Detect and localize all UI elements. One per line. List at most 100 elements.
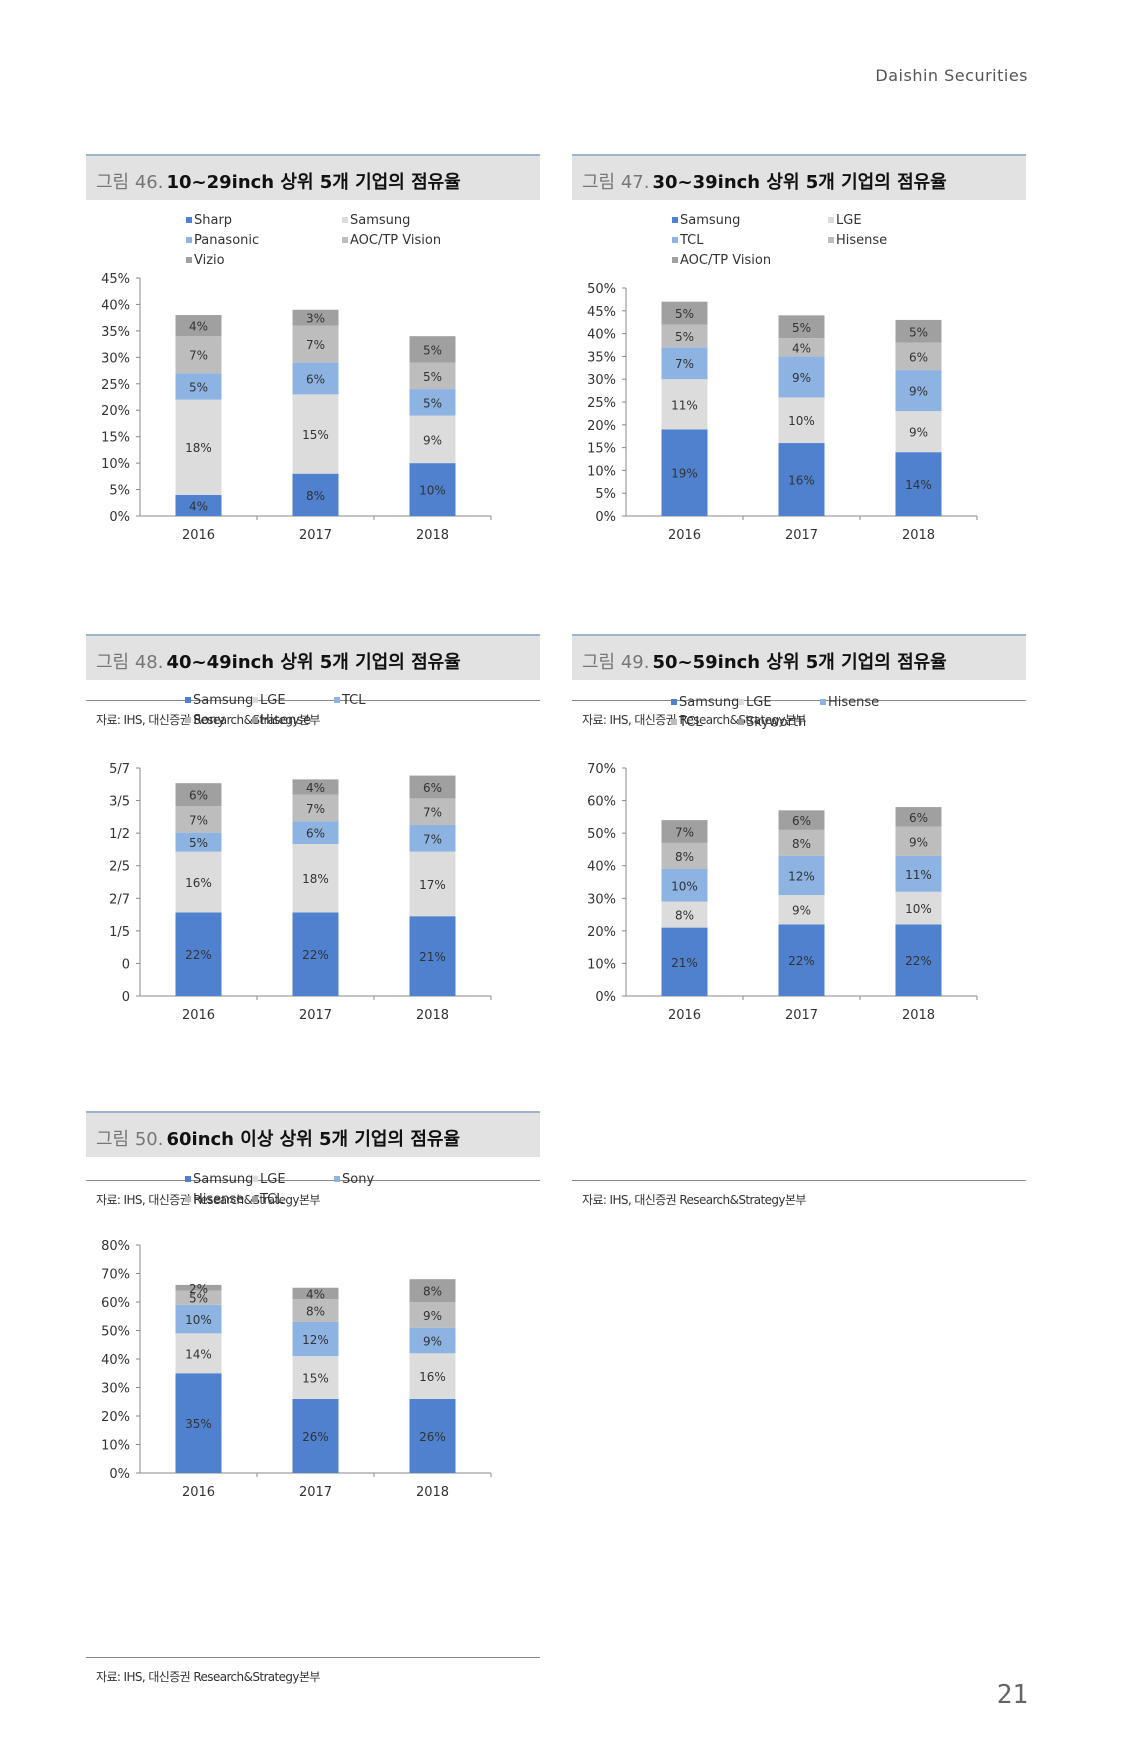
bar-segment — [292, 779, 339, 795]
bar-segment — [895, 370, 942, 412]
data-label: 4% — [306, 781, 325, 795]
figure-48-panel: 그림 48. 40~49inch 상위 5개 기업의 점유율 0 0 1/5 2/7 2… — [86, 634, 540, 1207]
data-label: 15% — [302, 428, 329, 442]
y-tick-label: 1/2 — [109, 827, 130, 842]
bar-segment — [409, 1279, 456, 1302]
legend-label: Hisense — [260, 713, 311, 728]
data-label: 5% — [423, 370, 442, 384]
data-label: 10% — [185, 1313, 212, 1327]
x-tick-label: 2017 — [785, 528, 818, 543]
y-tick-label: 2/7 — [109, 892, 130, 907]
bar-segment — [409, 336, 456, 363]
y-tick-label: 20% — [101, 404, 130, 419]
legend-swatch — [252, 1196, 258, 1202]
figure-50-panel: 그림 50. 60inch 이상 상위 5개 기업의 점유율 0% 10% 20% 3… — [86, 1111, 540, 1684]
data-label: 7% — [675, 826, 694, 840]
legend-label: Samsung — [193, 1172, 253, 1187]
bar-segment — [661, 820, 708, 843]
bar-segment — [895, 411, 942, 453]
bar-segment — [409, 1398, 456, 1473]
data-label: 12% — [788, 869, 815, 883]
y-tick-label: 10% — [101, 1439, 130, 1454]
bar-segment — [409, 775, 456, 799]
data-label: 9% — [423, 1309, 442, 1323]
data-label: 5% — [675, 330, 694, 344]
bar-segment — [175, 373, 222, 400]
figure-title: 40~49inch 상위 5개 기업의 점유율 — [166, 652, 461, 673]
y-tick-label: 5/7 — [109, 762, 130, 777]
bar-segment — [292, 325, 339, 363]
bar-segment — [175, 912, 222, 996]
figure-title: 60inch 이상 상위 5개 기업의 점유율 — [166, 1129, 461, 1150]
legend-label: Sony — [193, 713, 225, 728]
bar-segment — [409, 825, 456, 852]
data-label: 12% — [302, 1333, 329, 1347]
bar-segment — [175, 783, 222, 806]
bar-segment — [175, 832, 222, 852]
figure-number: 그림 47. — [582, 172, 650, 193]
brand-header: Daishin Securities — [875, 66, 1028, 85]
bar-segment — [895, 452, 942, 516]
data-label: 7% — [675, 357, 694, 371]
figure-49-panel: 그림 49. 50~59inch 상위 5개 기업의 점유율 0% 10% 20% 3… — [572, 634, 1026, 1207]
legend-label: LGE — [260, 693, 286, 708]
bar-segment — [778, 829, 825, 856]
data-label: 26% — [419, 1430, 446, 1444]
bar-segment — [292, 362, 339, 395]
y-tick-label: 0% — [109, 510, 130, 525]
legend-label: Samsung — [680, 213, 740, 228]
y-tick-label: 0% — [109, 1467, 130, 1482]
data-label: 8% — [675, 909, 694, 923]
legend-label: LGE — [836, 213, 862, 228]
bar-segment — [895, 807, 942, 827]
data-label: 17% — [419, 878, 446, 892]
data-label: 5% — [423, 343, 442, 357]
y-tick-label: 10% — [587, 464, 616, 479]
legend-swatch — [738, 719, 744, 725]
legend-label: AOC/TP Vision — [680, 253, 771, 268]
data-label: 10% — [419, 484, 446, 498]
data-label: 6% — [306, 827, 325, 841]
y-tick-label: 30% — [101, 1382, 130, 1397]
figure-number: 그림 50. — [96, 1129, 164, 1150]
bar-segment — [778, 810, 825, 830]
legend-swatch — [186, 217, 192, 223]
source-note: 자료: IHS, 대신증권 Research&Strategy본부 — [582, 1193, 806, 1207]
chart-50-59inch: 0% 10% 20% 30% 40% 50% 60% 70% 2016 21% 8% 10% 8% 7% 2… — [587, 695, 978, 1023]
bar-segment — [778, 855, 825, 896]
legend-swatch — [828, 237, 834, 243]
data-label: 4% — [792, 341, 811, 355]
bar-segment — [175, 336, 222, 374]
bar-segment — [778, 338, 825, 357]
x-tick-label: 2016 — [668, 1008, 701, 1023]
y-tick-label: 0% — [595, 510, 616, 525]
bar-segment — [409, 415, 456, 464]
data-label: 7% — [306, 338, 325, 352]
bar-segment — [778, 443, 825, 516]
chart-10-29inch: 0% 5% 10% 15% 20% 25% 30% 35% 40% 45% 2016 4% 18% 5% 7… — [101, 213, 492, 543]
bar-segment — [292, 1398, 339, 1473]
data-label: 11% — [671, 398, 698, 412]
data-label: 19% — [671, 467, 698, 481]
data-label: 16% — [788, 474, 815, 488]
data-label: 16% — [185, 876, 212, 890]
data-label: 11% — [905, 868, 932, 882]
source-divider — [86, 1180, 540, 1181]
data-label: 14% — [185, 1347, 212, 1361]
y-tick-label: 35% — [587, 350, 616, 365]
y-tick-label: 2/5 — [109, 860, 130, 875]
x-tick-label: 2016 — [182, 528, 215, 543]
y-tick-label: 25% — [587, 396, 616, 411]
bar-segment — [175, 494, 222, 516]
data-label: 35% — [185, 1417, 212, 1431]
y-tick-label: 5% — [109, 484, 130, 499]
data-label: 2% — [189, 1282, 208, 1296]
x-tick-label: 2018 — [902, 1008, 935, 1023]
bar-segment — [292, 1356, 339, 1399]
data-label: 6% — [423, 781, 442, 795]
bar-segment — [661, 927, 708, 996]
bar-segment — [292, 1287, 339, 1300]
bar-segment — [661, 429, 708, 516]
data-label: 9% — [909, 385, 928, 399]
x-tick-label: 2016 — [182, 1485, 215, 1500]
